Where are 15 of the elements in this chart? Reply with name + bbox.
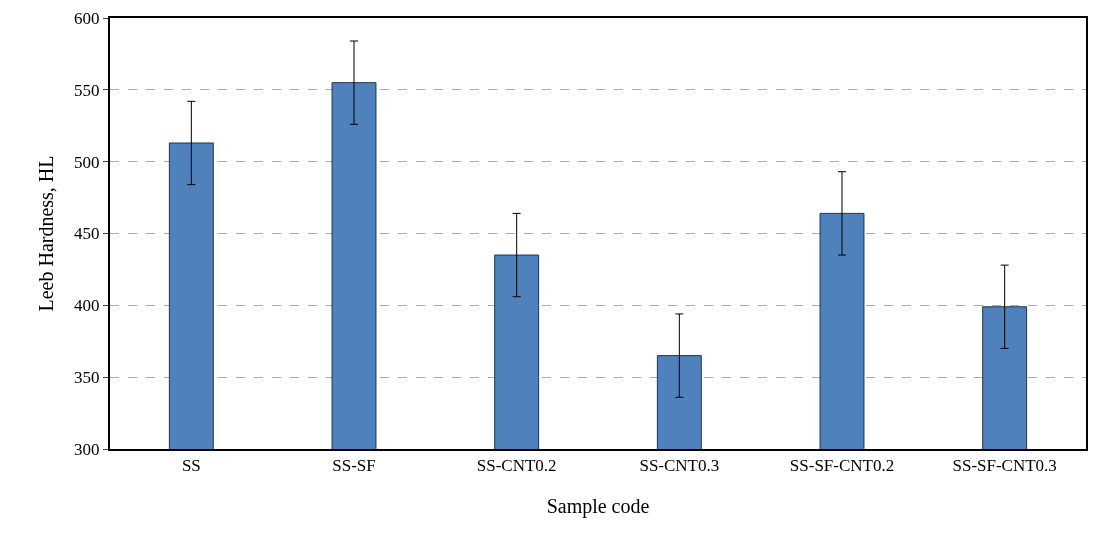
- y-tick-label: 400: [74, 296, 100, 316]
- y-tick-label: 350: [74, 368, 100, 388]
- x-tick-label: SS: [181, 456, 201, 476]
- x-tick-label: SS-SF-CNT0.2: [789, 456, 895, 476]
- x-tick-label: SS-CNT0.2: [476, 456, 557, 476]
- x-tick-label: SS-SF: [332, 456, 376, 476]
- x-tick-label: SS-SF-CNT0.3: [952, 456, 1057, 476]
- y-tick-label: 500: [74, 152, 100, 172]
- y-tick-label: 600: [74, 8, 100, 28]
- y-tick-label: 300: [74, 439, 100, 459]
- y-axis-title: Leeb Hardness, HL: [35, 155, 58, 312]
- x-tick-label: SS-CNT0.3: [639, 456, 720, 476]
- y-tick-label: 450: [74, 224, 100, 244]
- x-axis-title: Sample code: [546, 495, 650, 519]
- y-tick-label: 550: [74, 80, 100, 100]
